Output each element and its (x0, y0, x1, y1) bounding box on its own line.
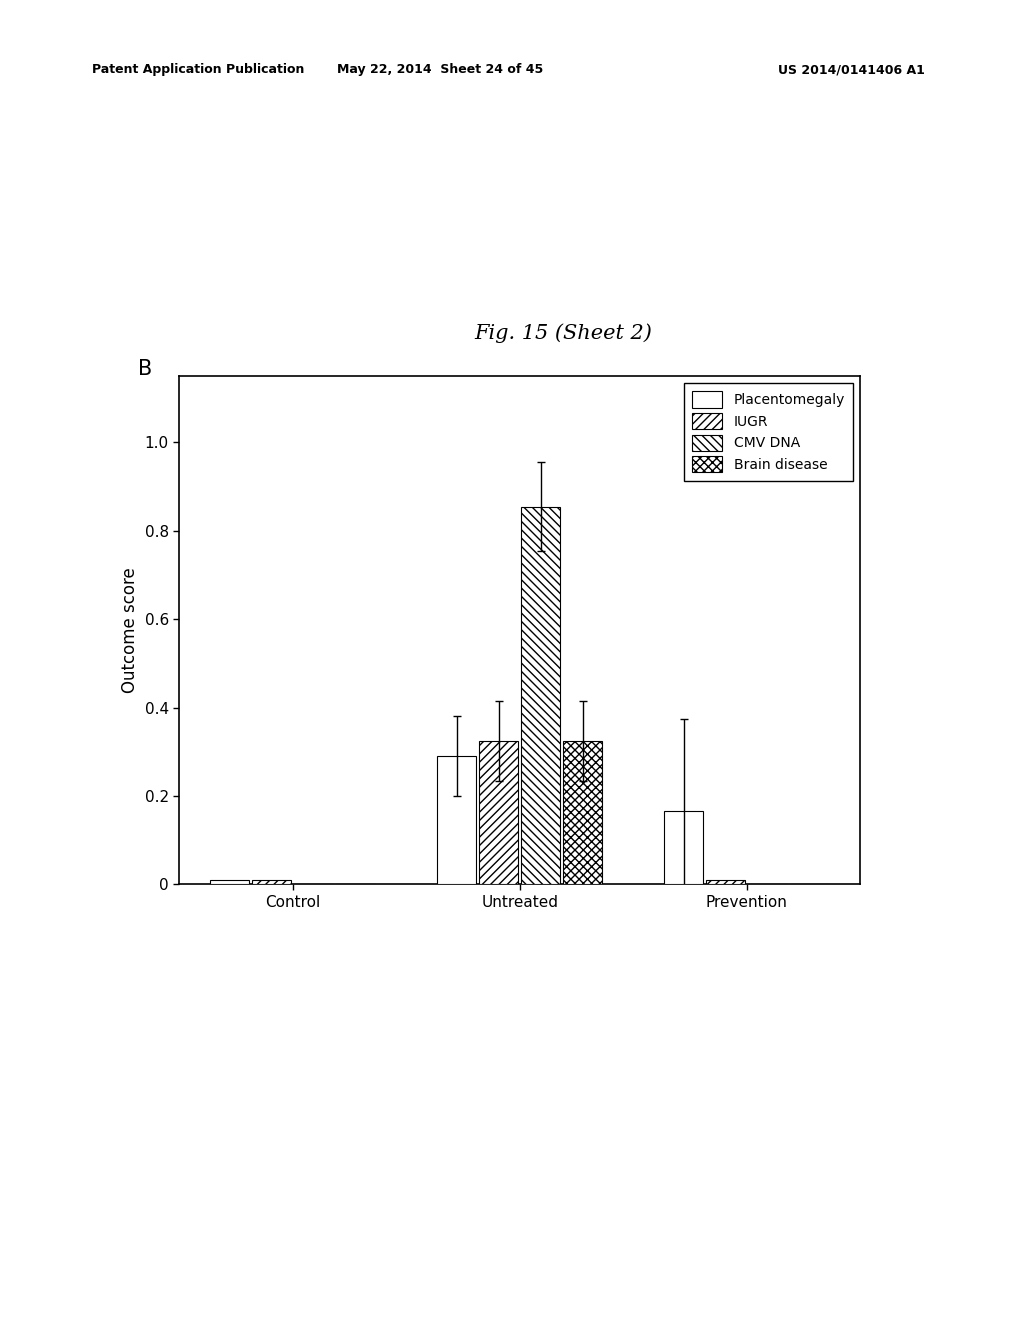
Bar (707, 880, 745, 884)
Bar (521, 507, 560, 884)
Bar (437, 756, 476, 884)
Text: Fig. 15 (Sheet 2): Fig. 15 (Sheet 2) (474, 323, 652, 343)
Bar (563, 741, 602, 884)
Bar (252, 880, 291, 884)
Text: US 2014/0141406 A1: US 2014/0141406 A1 (778, 63, 925, 77)
Y-axis label: Outcome score: Outcome score (121, 568, 139, 693)
Bar (665, 812, 702, 884)
Text: B: B (138, 359, 153, 379)
Text: Patent Application Publication: Patent Application Publication (92, 63, 304, 77)
Legend: Placentomegaly, IUGR, CMV DNA, Brain disease: Placentomegaly, IUGR, CMV DNA, Brain dis… (683, 383, 853, 480)
Text: May 22, 2014  Sheet 24 of 45: May 22, 2014 Sheet 24 of 45 (337, 63, 544, 77)
Bar (479, 741, 518, 884)
Bar (210, 880, 249, 884)
